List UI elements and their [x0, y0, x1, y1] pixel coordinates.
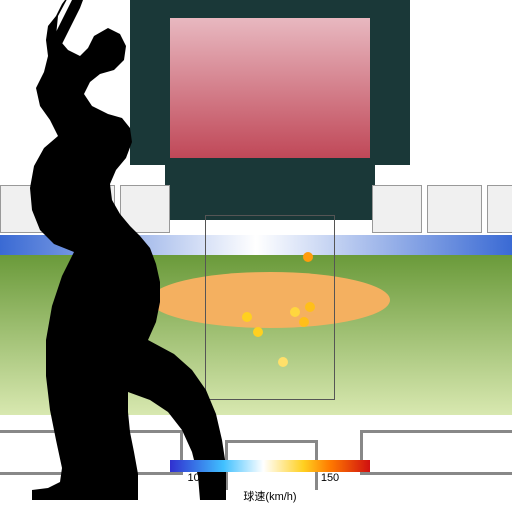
colorbar-ticks: 100 150	[170, 472, 370, 486]
colorbar-tick: 100	[187, 472, 205, 484]
colorbar-gradient	[170, 460, 370, 472]
batter-silhouette	[0, 0, 512, 512]
colorbar-tick: 150	[321, 472, 339, 484]
colorbar: 100 150 球速(km/h)	[170, 460, 370, 504]
colorbar-label: 球速(km/h)	[170, 488, 370, 504]
chart-canvas: 100 150 球速(km/h)	[0, 0, 512, 512]
